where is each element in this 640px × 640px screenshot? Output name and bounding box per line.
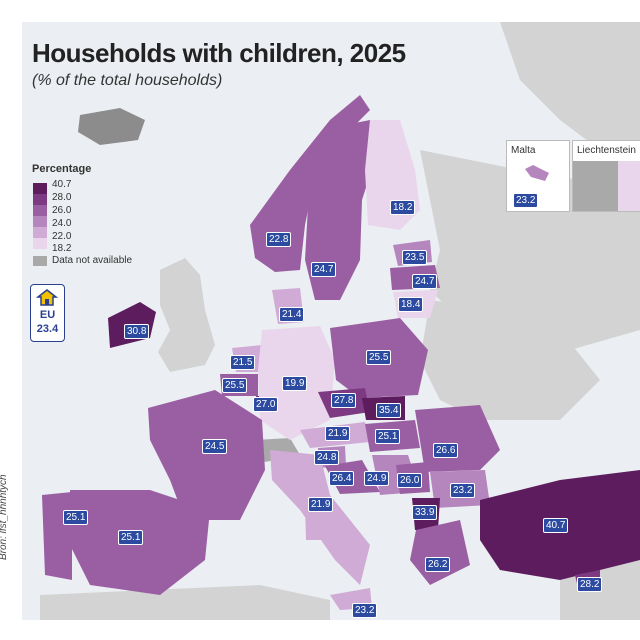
value-norway: 22.8 [266, 232, 292, 247]
north-africa-land [40, 585, 330, 620]
map-subtitle: (% of the total households) [32, 72, 223, 89]
malta-inset-label: Malta [511, 145, 536, 156]
france-shape [148, 390, 265, 520]
value-greece: 26.2 [425, 557, 451, 572]
value-latvia: 24.7 [412, 274, 438, 289]
legend-break-5: 22.0 [52, 231, 72, 242]
map-title: Households with children, 2025 [32, 38, 406, 68]
legend-break-6: 18.2 [52, 243, 72, 254]
value-luxembourg: 27.0 [253, 397, 279, 412]
value-portugal: 25.1 [63, 510, 89, 525]
value-romania: 26.6 [433, 443, 459, 458]
legend-break-1: 40.7 [52, 179, 72, 190]
value-estonia: 23.5 [402, 250, 428, 265]
sardinia-shape [305, 505, 322, 540]
value-denmark: 21.4 [279, 307, 305, 322]
malta-inset: Malta 23.2 [506, 140, 570, 212]
legend-na-label: Data not available [52, 255, 133, 266]
value-italy: 21.9 [308, 497, 334, 512]
legend-swatch-6 [33, 238, 47, 249]
value-serbia: 24.9 [364, 471, 390, 486]
malta-value: 23.2 [513, 193, 539, 208]
eu-value: 23.4 [36, 323, 59, 335]
value-croatia: 26.4 [329, 471, 355, 486]
legend-break-2: 28.0 [52, 192, 72, 203]
value-austria: 21.9 [325, 426, 351, 441]
legend-swatch-1 [33, 183, 47, 194]
value-slovenia: 24.8 [314, 450, 340, 465]
value-spain: 25.1 [118, 530, 144, 545]
value-finland: 18.2 [390, 200, 416, 215]
legend-swatch-2 [33, 194, 47, 205]
belarus-ukraine-land [420, 300, 600, 420]
liechtenstein-shape [573, 161, 640, 211]
value-ireland: 30.8 [124, 324, 150, 339]
malta-shape [525, 165, 549, 181]
legend-na-swatch [33, 256, 47, 266]
legend-swatch-3 [33, 205, 47, 216]
value-belgium: 25.5 [222, 378, 248, 393]
house-icon [36, 289, 58, 306]
source-note: Bron: lfst_hhnhtych [0, 474, 9, 560]
iceland-land [78, 108, 145, 145]
legend-break-3: 26.0 [52, 205, 72, 216]
value-france: 24.5 [202, 439, 228, 454]
value-hungary: 25.1 [375, 429, 401, 444]
value-germany: 19.9 [282, 376, 308, 391]
legend-title: Percentage [32, 163, 92, 175]
value-albania: 33.9 [412, 505, 438, 520]
value-poland: 25.5 [366, 350, 392, 365]
value-bulgaria: 23.2 [450, 483, 476, 498]
value-slovakia: 35.4 [376, 403, 402, 418]
sweden-shape [305, 120, 378, 300]
value-lithuania: 18.4 [398, 297, 424, 312]
value-netherlands: 21.5 [230, 355, 256, 370]
value-malta-main: 23.2 [352, 603, 378, 618]
value-turkey: 40.7 [543, 518, 569, 533]
uk-land [158, 258, 215, 372]
portugal-shape [42, 492, 72, 580]
eu-label: EU [39, 309, 56, 321]
value-czechia: 27.8 [331, 393, 357, 408]
liechtenstein-inset-label: Liechtenstein [577, 145, 636, 156]
eu-badge: EU 23.4 [30, 284, 65, 342]
legend-swatch-5 [33, 227, 47, 238]
legend-swatch-4 [33, 216, 47, 227]
value-cyprus: 28.2 [577, 577, 603, 592]
value-bosnia: 26.0 [397, 473, 423, 488]
legend-swatches [33, 183, 47, 249]
liechtenstein-inset: Liechtenstein [572, 140, 640, 212]
greenland-land [500, 22, 640, 150]
legend-break-4: 24.0 [52, 218, 72, 229]
value-sweden: 24.7 [311, 262, 337, 277]
